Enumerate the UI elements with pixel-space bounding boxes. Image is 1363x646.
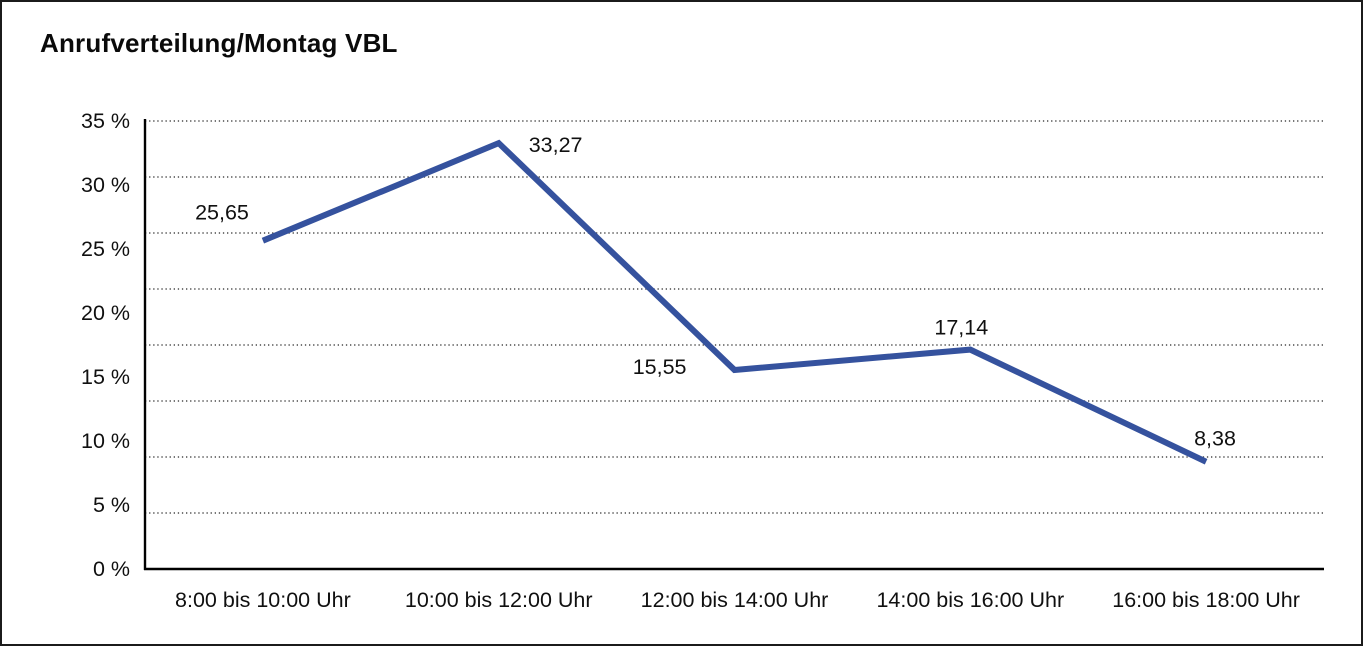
y-tick-label: 15 %: [81, 365, 130, 389]
data-point-label: 25,65: [195, 201, 249, 225]
data-point-label: 15,55: [633, 355, 687, 379]
x-category-label: 16:00 bis 18:00 Uhr: [1112, 588, 1300, 612]
x-category-label: 14:00 bis 16:00 Uhr: [876, 588, 1064, 612]
data-point-label: 8,38: [1194, 427, 1236, 451]
y-tick-label: 35 %: [81, 109, 130, 133]
x-category-label: 12:00 bis 14:00 Uhr: [641, 588, 829, 612]
data-point-label: 17,14: [934, 316, 988, 340]
x-category-label: 8:00 bis 10:00 Uhr: [175, 588, 351, 612]
x-category-label: 10:00 bis 12:00 Uhr: [405, 588, 593, 612]
chart-title: Anrufverteilung/Montag VBL: [40, 28, 398, 58]
y-tick-label: 25 %: [81, 237, 130, 261]
series-line: [261, 139, 1208, 465]
y-tick-label: 0 %: [93, 557, 130, 581]
y-tick-label: 30 %: [81, 173, 130, 197]
y-tick-label: 20 %: [81, 301, 130, 325]
data-point-label: 33,27: [529, 133, 583, 157]
y-tick-label: 10 %: [81, 429, 130, 453]
y-tick-label: 5 %: [93, 493, 130, 517]
